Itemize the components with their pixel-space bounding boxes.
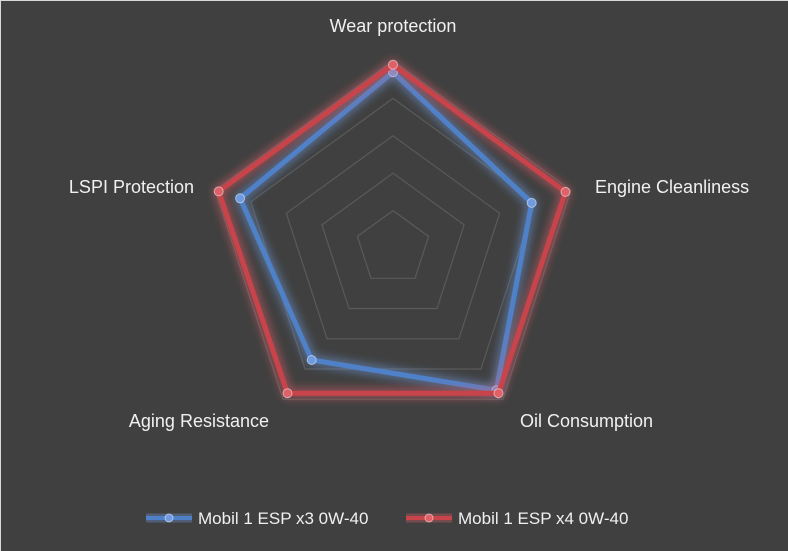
data-point-1-0 (388, 59, 398, 70)
legend-marker-1 (424, 513, 434, 523)
legend-item-1[interactable]: Mobil 1 ESP x4 0W-40 (406, 509, 628, 528)
axis-labels: Wear protection Engine Cleanliness Oil Con… (69, 16, 749, 431)
series-group (212, 58, 572, 400)
legend-label-0: Mobil 1 ESP x3 0W-40 (198, 509, 368, 528)
data-point-0-4 (235, 193, 246, 204)
axis-label-4: LSPI Protection (69, 177, 194, 197)
data-point-1-2 (493, 388, 504, 399)
axis-label-0: Wear protection (330, 16, 457, 36)
series-line-1 (216, 62, 568, 396)
data-point-0-3 (306, 355, 317, 365)
data-point-0-1 (526, 197, 537, 208)
legend-label-1: Mobil 1 ESP x4 0W-40 (458, 509, 628, 528)
axis-label-2: Oil Consumption (520, 411, 653, 431)
series-1 (212, 58, 572, 400)
data-point-1-1 (560, 186, 571, 197)
legend-marker-0 (164, 513, 174, 523)
grid-ring-2 (321, 172, 465, 310)
axis-label-1: Engine Cleanliness (595, 177, 749, 197)
legend[interactable]: Mobil 1 ESP x3 0W-40 Mobil 1 ESP x4 0W-40 (146, 509, 628, 528)
grid-ring-3 (285, 135, 501, 340)
legend-item-0[interactable]: Mobil 1 ESP x3 0W-40 (146, 509, 368, 528)
grid-ring-1 (356, 209, 430, 279)
axis-label-3: Aging Resistance (129, 411, 269, 431)
data-point-1-4 (213, 186, 224, 197)
data-point-1-3 (282, 388, 293, 399)
series-line-0 (237, 69, 535, 393)
